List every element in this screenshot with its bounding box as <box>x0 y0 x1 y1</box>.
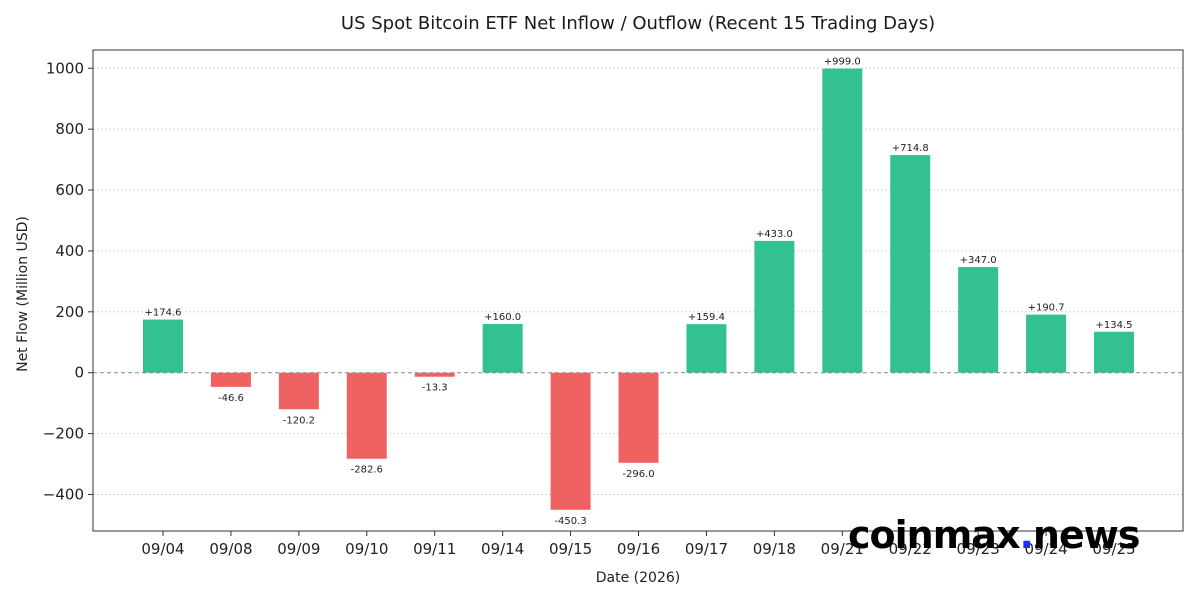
data-label: -13.3 <box>422 383 448 394</box>
x-tick-label: 09/17 <box>685 540 728 558</box>
y-tick-label: 600 <box>55 181 84 199</box>
data-label: +160.0 <box>484 312 521 323</box>
watermark-dot: . <box>1019 513 1032 557</box>
data-label: +714.8 <box>892 143 929 154</box>
x-tick-label: 09/16 <box>617 540 660 558</box>
bar-09-11 <box>414 372 455 377</box>
svg-text:coinmax.news: coinmax.news <box>848 513 1139 557</box>
axes-layer: −400 −200 0 200 400 600 800 1000 09/04 09/08 09/09… <box>43 49 1184 558</box>
data-label: +134.5 <box>1096 320 1133 331</box>
bar-09-21 <box>822 68 863 373</box>
y-tick-label: 1000 <box>46 59 84 77</box>
data-label: -120.2 <box>283 415 315 426</box>
x-tick-label: 09/22 <box>889 540 932 558</box>
y-tick-label: 800 <box>55 120 84 138</box>
x-tick-label: 09/25 <box>1092 540 1135 558</box>
bar-09-14 <box>482 323 523 373</box>
bar-09-16 <box>618 372 659 463</box>
bar-09-18 <box>754 240 795 373</box>
y-tick-label: −400 <box>43 485 84 503</box>
plot-frame <box>92 49 1184 532</box>
data-label: +174.6 <box>144 308 181 319</box>
data-label: +433.0 <box>756 229 793 240</box>
bar-09-24 <box>1026 314 1067 373</box>
x-tick-label: 09/21 <box>821 540 864 558</box>
bar-09-09 <box>278 372 319 410</box>
data-label: -46.6 <box>218 393 244 404</box>
x-tick-label: 09/23 <box>957 540 1000 558</box>
data-label: -450.3 <box>554 516 586 527</box>
data-labels-layer: +174.6 -46.6 -120.2 -282.6 -13.3 +160.0 -450.3… <box>144 57 1132 527</box>
x-tick-label: 09/14 <box>481 540 524 558</box>
data-label: -282.6 <box>351 465 383 476</box>
bar-09-22 <box>890 155 931 373</box>
bars-layer <box>143 68 1135 510</box>
y-tick-label: −200 <box>43 425 84 443</box>
x-tick-label: 09/08 <box>209 540 252 558</box>
bar-09-10 <box>346 372 387 459</box>
data-label: +190.7 <box>1028 303 1065 314</box>
bar-09-23 <box>958 267 999 373</box>
watermark-text-right: news <box>1033 513 1140 557</box>
bar-09-17 <box>686 324 727 373</box>
x-tick-label: 09/09 <box>277 540 320 558</box>
chart-title: US Spot Bitcoin ETF Net Inflow / Outflow… <box>341 13 935 34</box>
y-axis-title: Net Flow (Million USD) <box>15 216 31 372</box>
x-tick-label: 09/15 <box>549 540 592 558</box>
watermark-logo: coinmax.news <box>848 513 1140 557</box>
x-axis-title: Date (2026) <box>596 570 680 586</box>
data-label: +999.0 <box>824 57 861 68</box>
watermark-text-left: coinmax <box>848 513 1020 557</box>
data-label: +347.0 <box>960 255 997 266</box>
x-tick-label: 09/04 <box>141 540 184 558</box>
bar-09-15 <box>550 372 591 510</box>
y-tick-label: 0 <box>74 364 84 382</box>
bar-09-04 <box>143 319 183 373</box>
x-tick-label: 09/10 <box>345 540 388 558</box>
y-tick-label: 400 <box>55 242 84 260</box>
data-label: -296.0 <box>622 469 654 480</box>
y-tick-label: 200 <box>55 303 84 321</box>
data-label: +159.4 <box>688 312 725 323</box>
bar-09-08 <box>210 372 251 387</box>
x-tick-label: 09/24 <box>1024 540 1067 558</box>
x-tick-label: 09/11 <box>413 540 456 558</box>
x-tick-label: 09/18 <box>753 540 796 558</box>
grid-layer <box>93 67 1183 495</box>
bar-09-25 <box>1094 331 1135 373</box>
